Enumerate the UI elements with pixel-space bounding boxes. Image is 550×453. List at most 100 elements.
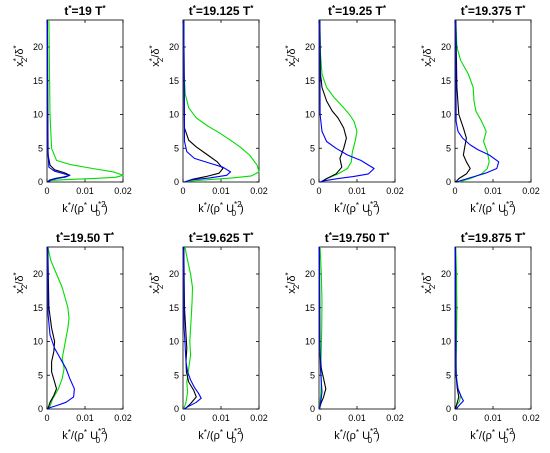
x-tick-label: 0.01 — [348, 186, 366, 196]
series-line-1 — [318, 246, 323, 410]
x-tick-label: 0 — [316, 413, 321, 423]
y-tick-label: 0 — [38, 404, 43, 414]
y-tick-label: 5 — [310, 143, 315, 153]
subplot-title: t*=19.750 T* — [325, 231, 391, 245]
x-axis-label: k*/(ρ* U*2 0) — [198, 200, 243, 218]
y-tick-label: 15 — [33, 303, 43, 313]
ylabel-delta: δ — [286, 48, 298, 54]
xlabel-paren: ) — [240, 430, 244, 442]
ylabel-star: * — [284, 58, 293, 61]
y-tick-label: 20 — [305, 42, 315, 52]
xlabel-sub0: 0 — [504, 436, 509, 445]
xlabel-rho: ρ — [214, 203, 220, 215]
ylabel-sub2: 2 — [292, 284, 301, 289]
x-tick-label: 0.01 — [212, 413, 230, 423]
x-tick-label: 0 — [44, 413, 49, 423]
xlabel-star: * — [204, 428, 207, 437]
y-tick-label: 10 — [305, 110, 315, 120]
y-tick-label: 20 — [169, 42, 179, 52]
xlabel-paren: ) — [104, 430, 108, 442]
xlabel-star2: *2 — [234, 200, 242, 209]
y-tick-label: 5 — [174, 143, 179, 153]
xlabel-rho: ρ — [486, 203, 492, 215]
y-tick-label: 5 — [446, 143, 451, 153]
xlabel-star: * — [68, 201, 71, 210]
xlabel-star: * — [356, 201, 359, 210]
x-tick-label: 0 — [44, 186, 49, 196]
xlabel-star: * — [476, 201, 479, 210]
title-time: =19 T — [71, 4, 103, 18]
y-tick-label: 20 — [305, 269, 315, 279]
xlabel-rho: ρ — [350, 430, 356, 442]
x-tick-label: 0.01 — [212, 186, 230, 196]
xlabel-u: U — [495, 430, 506, 442]
series-line-3 — [183, 19, 232, 183]
xlabel-k: k — [62, 203, 68, 215]
series-line-3 — [46, 19, 71, 183]
ylabel-sub2: 2 — [156, 284, 165, 289]
title-star: * — [111, 231, 115, 240]
xlabel-star2: *2 — [370, 427, 378, 436]
title-time: =19.125 T — [196, 4, 251, 18]
xlabel-sub0: 0 — [232, 436, 237, 445]
ylabel-sub2: 2 — [20, 284, 29, 289]
xlabel-k: k — [198, 203, 204, 215]
x-axis-label: k*/(ρ* U*2 0) — [470, 200, 515, 218]
y-tick-label: 0 — [174, 177, 179, 187]
y-tick-label: 20 — [33, 269, 43, 279]
ylabel-x: x — [422, 288, 434, 294]
xlabel-part: /( — [343, 430, 350, 442]
title-time: =19.875 T — [468, 231, 523, 245]
title-t: t — [461, 4, 465, 18]
ylabel-star: * — [284, 45, 293, 48]
x-tick-label: 0.01 — [76, 186, 94, 196]
ylabel-sub2: 2 — [428, 284, 437, 289]
title-star: * — [250, 231, 254, 240]
xlabel-part: /( — [479, 203, 486, 215]
axes-box — [46, 19, 124, 183]
ylabel-sub2: 2 — [292, 57, 301, 62]
ylabel-slash: / — [422, 54, 434, 58]
title-t: t — [461, 231, 465, 245]
ylabel-x: x — [14, 61, 26, 67]
xlabel-paren: ) — [104, 203, 108, 215]
subplot-title: t*=19.375 T* — [461, 4, 527, 18]
series-line-1 — [183, 246, 194, 410]
y-axis-label: x*2/δ* — [12, 272, 29, 293]
ylabel-x: x — [422, 61, 434, 67]
y-axis-label: x*2/δ* — [284, 272, 301, 293]
x-tick-label: 0.01 — [484, 186, 502, 196]
y-tick-label: 5 — [310, 370, 315, 380]
axes-box — [318, 246, 396, 410]
series-line-2 — [47, 246, 58, 410]
ylabel-slash: / — [14, 281, 26, 285]
ylabel-slash: / — [286, 54, 298, 58]
xlabel-paren: ) — [376, 203, 380, 215]
xlabel-part: /( — [71, 203, 78, 215]
series-line-1 — [319, 19, 358, 183]
title-star: * — [465, 4, 469, 13]
xlabel-sub0: 0 — [368, 209, 373, 218]
series-line-3 — [183, 246, 202, 410]
x-tick-label: 0.02 — [250, 186, 268, 196]
ylabel-star: * — [12, 272, 21, 275]
xlabel-u: U — [359, 203, 370, 215]
title-star: * — [193, 4, 197, 13]
xlabel-star: * — [204, 201, 207, 210]
title-time: =19.625 T — [196, 231, 251, 245]
x-tick-label: 0.02 — [522, 413, 540, 423]
subplot-title: t*=19.25 T* — [328, 4, 387, 18]
x-axis-label: k*/(ρ* U*2 0) — [62, 200, 107, 218]
ylabel-x: x — [150, 61, 162, 67]
x-axis-label: k*/(ρ* U*2 0) — [198, 427, 243, 445]
y-tick-label: 15 — [169, 76, 179, 86]
ylabel-star: * — [12, 58, 21, 61]
x-axis-label: k*/(ρ* U*2 0) — [334, 427, 379, 445]
series-line-3 — [318, 246, 323, 410]
xlabel-part: /( — [71, 430, 78, 442]
xlabel-k: k — [62, 430, 68, 442]
xlabel-star: * — [340, 428, 343, 437]
